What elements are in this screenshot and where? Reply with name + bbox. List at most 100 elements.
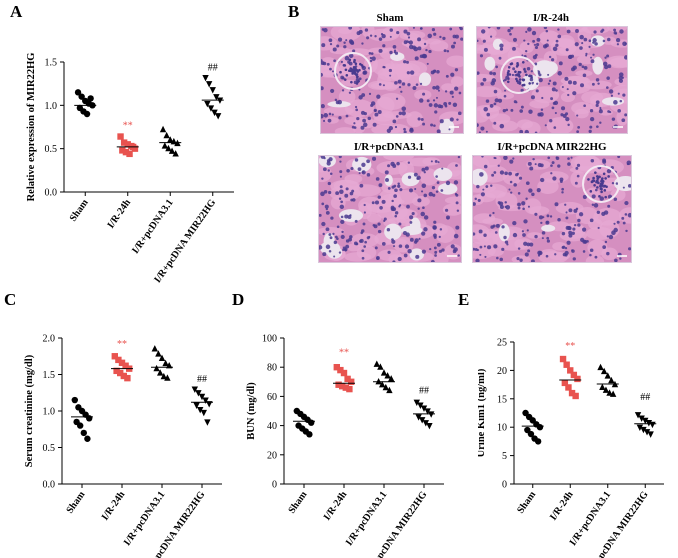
cell-nucleus [508, 188, 511, 191]
cell-nucleus [453, 233, 459, 239]
cell-nucleus [445, 180, 451, 186]
cell-nucleus [323, 190, 328, 194]
cell-nucleus [333, 255, 336, 258]
cell-nucleus [585, 54, 588, 57]
cell-nucleus [339, 160, 342, 163]
cell-nucleus [565, 216, 569, 220]
cell-nucleus [561, 191, 564, 194]
cell-nucleus [591, 194, 596, 199]
cell-nucleus [624, 113, 627, 117]
cell-nucleus [616, 220, 620, 224]
cell-nucleus [406, 40, 409, 43]
cell-nucleus [417, 37, 422, 42]
histology-image-ir24h [476, 26, 628, 134]
cell-nucleus [479, 245, 483, 249]
cell-nucleus [374, 200, 380, 205]
x-tick-label: I/R+pcDNA3.1 [122, 489, 168, 548]
data-point [71, 396, 78, 404]
cell-nucleus [595, 78, 600, 82]
cell-nucleus [562, 245, 566, 249]
cell-nucleus [392, 119, 397, 124]
cell-nucleus [490, 35, 493, 38]
cell-nucleus [459, 27, 463, 31]
data-point [126, 150, 133, 158]
cell-nucleus [460, 37, 463, 41]
cell-nucleus [338, 116, 342, 120]
cell-nucleus [332, 232, 335, 236]
panel-letter-d: D [232, 290, 245, 309]
cell-nucleus [537, 250, 542, 256]
cell-nucleus [596, 210, 601, 214]
tissue-cytoplasm [585, 255, 605, 262]
data-point [634, 412, 642, 419]
cell-nucleus [568, 80, 573, 85]
cell-nucleus [344, 249, 347, 252]
cell-nucleus [343, 45, 347, 49]
cell-nucleus [527, 205, 530, 208]
data-point [111, 353, 118, 360]
tissue-cytoplasm [537, 178, 559, 194]
cell-nucleus [528, 109, 533, 114]
tubule-lumen [384, 223, 402, 240]
tissue-cytoplasm [529, 99, 550, 109]
cell-nucleus [510, 191, 513, 194]
cell-nucleus [567, 93, 570, 97]
cell-nucleus [347, 60, 351, 64]
cell-nucleus [567, 157, 570, 160]
tissue-cytoplasm [321, 36, 338, 51]
data-point [561, 379, 569, 387]
cell-nucleus [403, 127, 406, 131]
cell-nucleus [621, 216, 625, 220]
cell-nucleus [573, 208, 578, 213]
data-point [308, 419, 315, 426]
histology-label-ir24h: I/R-24h [532, 12, 570, 24]
cell-nucleus [340, 75, 344, 80]
cell-nucleus [493, 121, 497, 125]
cell-nucleus [366, 36, 370, 40]
cell-nucleus [493, 102, 497, 106]
cell-nucleus [348, 53, 354, 59]
cell-nucleus [546, 221, 549, 224]
data-point [645, 420, 653, 427]
cell-nucleus [339, 204, 345, 210]
cell-nucleus [610, 94, 614, 97]
cell-nucleus [325, 244, 331, 250]
data-point [124, 141, 131, 148]
cell-nucleus [325, 211, 330, 215]
cell-nucleus [364, 240, 367, 244]
cell-nucleus [589, 125, 593, 129]
y-axis-label: Serum creatinine (mg/dl) [24, 354, 35, 467]
cell-nucleus [594, 42, 598, 46]
cell-nucleus [348, 237, 353, 242]
cell-nucleus [414, 56, 419, 61]
data-point [643, 429, 651, 436]
cell-nucleus [370, 52, 374, 55]
cell-nucleus [383, 217, 387, 221]
cell-nucleus [551, 161, 555, 165]
cell-nucleus [416, 177, 420, 180]
data-point [333, 364, 340, 371]
cell-nucleus [368, 92, 372, 95]
y-tick-label: 40 [267, 421, 277, 432]
x-tick-label: Sham [68, 197, 91, 224]
cell-nucleus [530, 95, 535, 100]
cell-nucleus [590, 56, 593, 59]
cell-nucleus [492, 71, 497, 76]
cell-nucleus [498, 201, 504, 206]
data-point [195, 390, 202, 397]
tissue-cytoplasm [346, 243, 361, 252]
cell-nucleus [529, 166, 534, 171]
cell-nucleus [392, 44, 397, 49]
cell-nucleus [335, 100, 340, 105]
cell-nucleus [406, 71, 410, 75]
cell-nucleus [561, 231, 566, 236]
cell-nucleus [498, 98, 503, 103]
cell-nucleus [343, 41, 346, 44]
cell-nucleus [413, 172, 418, 177]
tissue-cytoplasm [560, 91, 576, 103]
cell-nucleus [527, 249, 531, 253]
cell-nucleus [582, 227, 587, 232]
cell-nucleus [413, 46, 419, 52]
cell-nucleus [606, 76, 610, 80]
cell-nucleus [321, 103, 325, 109]
